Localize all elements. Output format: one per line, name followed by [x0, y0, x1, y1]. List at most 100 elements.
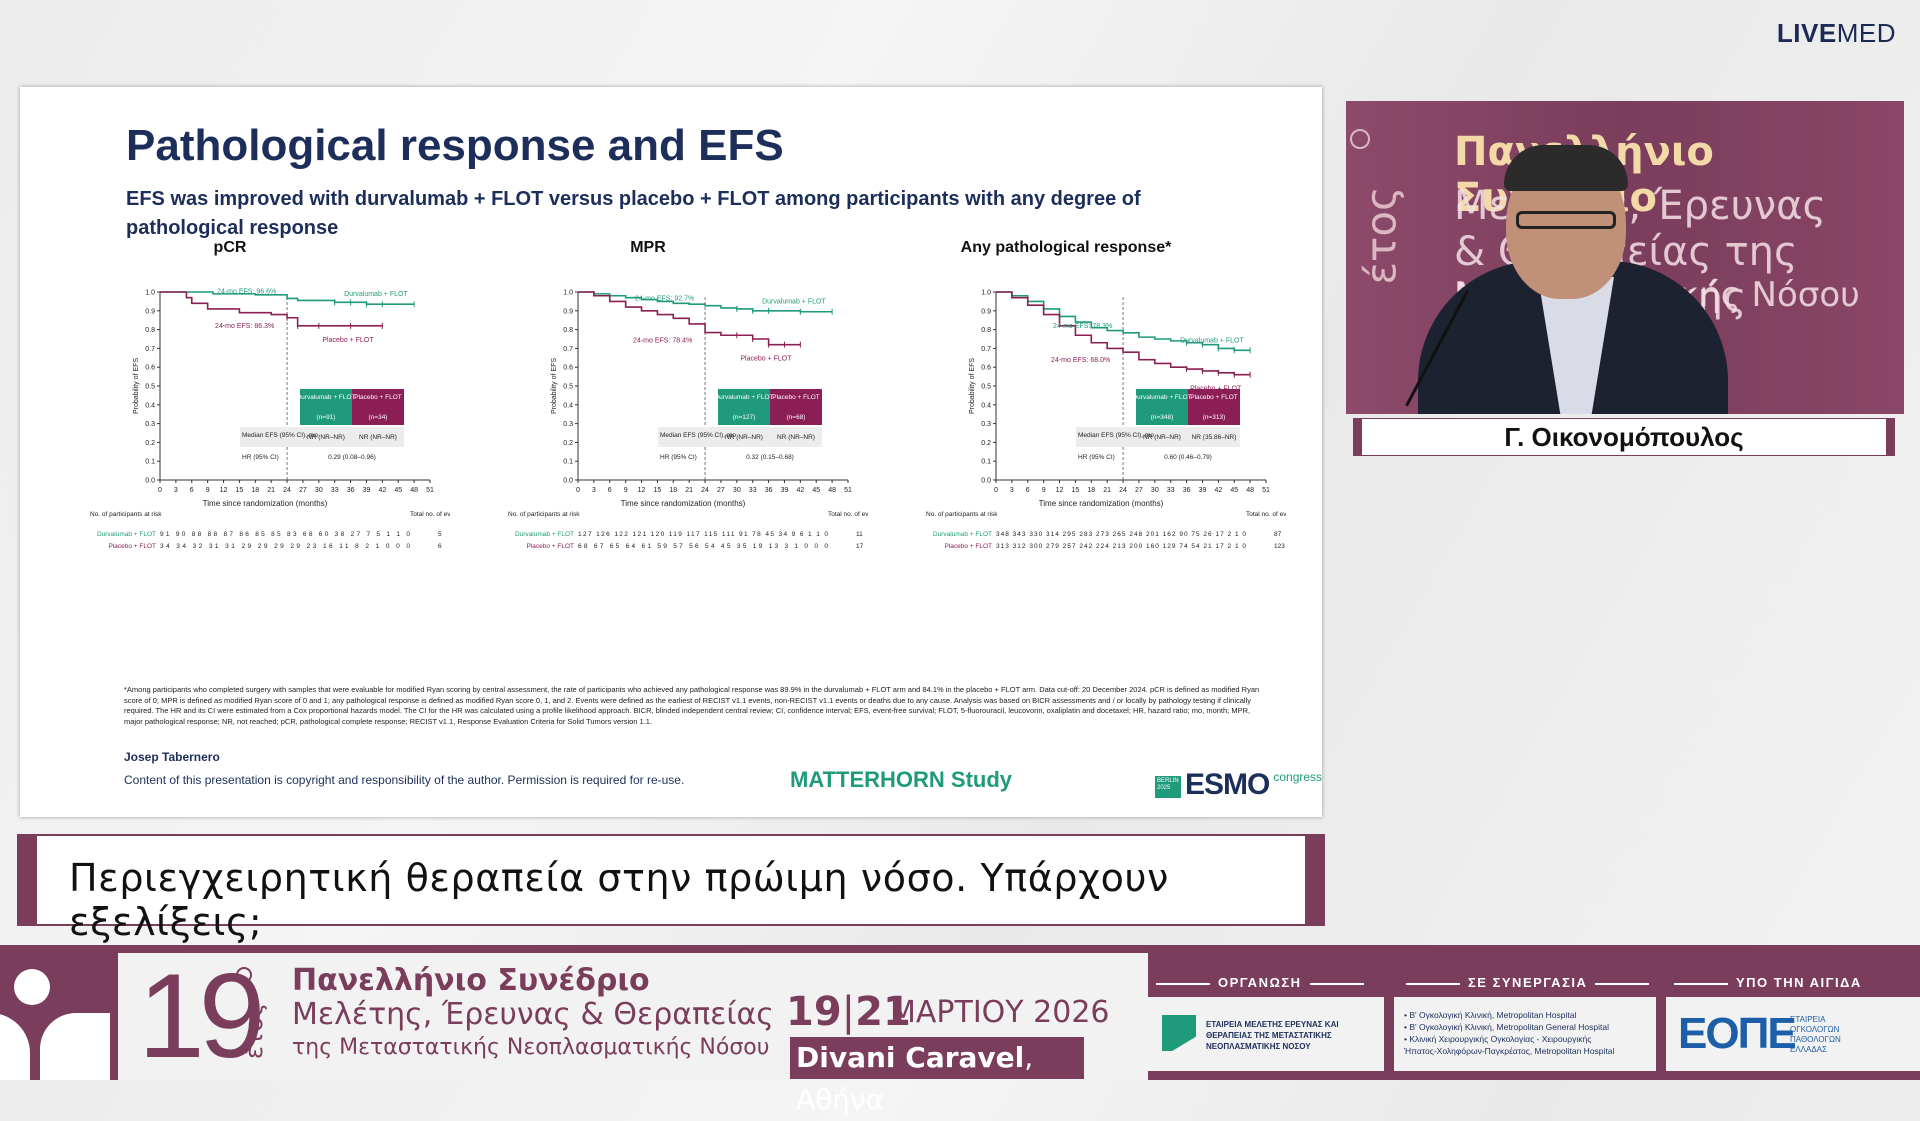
y-tick-label: 0.4	[563, 402, 573, 409]
aegis-label: ΥΠΟ ΤΗΝ ΑΙΓΙΔΑ	[1666, 975, 1920, 1005]
footer-title2: Μελέτης, Έρευνας & Θεραπείας	[292, 997, 774, 1032]
table-row-bg	[240, 427, 404, 447]
y-tick-label: 0.9	[563, 308, 573, 315]
series-label: Placebo + FLOT	[740, 356, 792, 363]
x-tick-label: 30	[315, 487, 323, 494]
table-median-label: Median EFS (95% CI), mo	[242, 432, 318, 439]
x-tick-label: 27	[1135, 487, 1143, 494]
y-tick-label: 0.3	[563, 421, 573, 428]
eope-logo: ΕΟΠΕ	[1678, 1009, 1797, 1058]
x-tick-label: 27	[717, 487, 725, 494]
events-header: Total no. of events	[410, 511, 450, 518]
series-label: Durvalumab + FLOT	[344, 291, 408, 298]
km-chart-any: 0.00.10.20.30.40.50.60.70.80.91.00 3 6 9 12 1…	[926, 290, 1286, 551]
x-tick-label: 30	[733, 487, 741, 494]
x-tick-label: 3	[592, 487, 596, 494]
y-tick-label: 1.0	[145, 290, 155, 297]
x-tick-label: 3	[174, 487, 178, 494]
table-header-n: (n=127)	[733, 414, 756, 421]
x-tick-label: 0	[576, 487, 580, 494]
y-tick-label: 0.4	[981, 402, 991, 409]
x-tick-label: 15	[1072, 487, 1080, 494]
date-to: 21	[855, 989, 911, 1035]
coop-item: • Β' Ογκολογική Κλινική, Metropolitan Ho…	[1404, 1010, 1577, 1020]
table-header-n: (n=68)	[787, 414, 806, 421]
coop-list: • Β' Ογκολογική Κλινική, Metropolitan Ho…	[1404, 1009, 1614, 1057]
events-durva: 87	[1274, 531, 1282, 538]
y-tick-label: 0.0	[145, 478, 155, 485]
y-tick-label: 0.3	[145, 421, 155, 428]
conference-footer: 19 έτος Πανελλήνιο Συνέδριο Μελέτης, Έρε…	[0, 945, 1920, 1116]
x-tick-label: 15	[236, 487, 244, 494]
table-hr-label: HR (95% CI)	[1078, 454, 1115, 461]
x-tick-label: 24	[1119, 487, 1127, 494]
footer-venue: Divani Caravel, Αθήνα	[790, 1037, 1084, 1116]
x-tick-label: 42	[378, 487, 386, 494]
esmo-logo: BERLIN 2025 ESMO congress	[1155, 770, 1322, 800]
table-median-placebo: NR (35.86–NR)	[1192, 434, 1237, 441]
slide-footnote: *Among participants who completed surger…	[124, 685, 1260, 726]
table-hr-value: 0.32 (0.15–0.68)	[746, 454, 794, 461]
coop-item: Ήπατος-Χοληφόρων-Παγκρέατος, Metropolita…	[1404, 1046, 1615, 1056]
events-placebo: 123	[1274, 543, 1285, 550]
org-label: ΟΡΓΑΝΩΣΗ	[1148, 975, 1372, 990]
km-chart-mpr: 0.00.10.20.30.40.50.60.70.80.91.00 3 6 9 12 1…	[508, 290, 868, 551]
x-tick-label: 6	[190, 487, 194, 494]
y-tick-label: 0.6	[145, 365, 155, 372]
x-tick-label: 42	[1214, 487, 1222, 494]
y-tick-label: 0.8	[981, 327, 991, 334]
ring-icon	[1350, 129, 1370, 149]
table-header-placebo	[352, 389, 404, 425]
table-header-label: Placebo + FLOT	[1190, 394, 1238, 401]
risk-header: No. of participants at risk	[926, 511, 998, 518]
footer-sponsors: ΟΡΓΑΝΩΣΗ ΣΕ ΣΥΝΕΡΓΑΣΙΑ ΥΠΟ ΤΗΝ ΑΙΓΙΔΑ ΕΤ…	[1148, 953, 1920, 1080]
table-header-durva	[300, 389, 352, 425]
y-tick-label: 0.7	[563, 346, 573, 353]
footer-title1: Πανελλήνιο Συνέδριο	[292, 963, 650, 998]
speaker-name: Γ. Οικονομόπουλος	[1354, 419, 1894, 455]
risk-values-durva: 91 90 88 88 87 86 85 85 83 68 60 38 27 7…	[160, 531, 410, 538]
table-median-label: Median EFS (95% CI), mo	[660, 432, 736, 439]
x-tick-label: 27	[299, 487, 307, 494]
table-hr-label: HR (95% CI)	[242, 454, 279, 461]
risk-label-durva: Durvalumab + FLOT	[933, 531, 992, 538]
x-tick-label: 6	[608, 487, 612, 494]
events-header: Total no. of events	[1246, 511, 1286, 518]
x-tick-label: 33	[749, 487, 757, 494]
risk-header: No. of participants at risk	[508, 511, 580, 518]
date-from: 19	[786, 989, 842, 1035]
x-tick-label: 12	[220, 487, 228, 494]
y-tick-label: 0.1	[981, 459, 991, 466]
slide-copyright: Content of this presentation is copyrigh…	[124, 773, 685, 787]
table-median-placebo: NR (NR–NR)	[777, 434, 815, 441]
table-header-label: Durvalumab + FLOT	[1132, 394, 1191, 401]
y-tick-label: 0.7	[145, 346, 155, 353]
risk-values-durva: 348 343 330 314 295 283 273 265 248 201 …	[996, 531, 1246, 538]
footer-dates: 19|21	[786, 989, 911, 1035]
risk-values-placebo: 313 312 300 279 257 242 224 213 200 160 …	[996, 543, 1246, 550]
x-tick-label: 9	[624, 487, 628, 494]
risk-label-placebo: Placebo + FLOT	[526, 543, 574, 550]
table-row-bg	[1076, 427, 1240, 447]
x-tick-label: 3	[1010, 487, 1014, 494]
series-label: Durvalumab + FLOT	[762, 299, 826, 306]
series-label: Durvalumab + FLOT	[1180, 337, 1244, 344]
org-box: ΕΤΑΙΡΕΙΑ ΜΕΛΕΤΗΣ ΕΡΕΥΝΑΣ ΚΑΙ ΘΕΡΑΠΕΙΑΣ Τ…	[1148, 997, 1384, 1071]
footer-top-bar	[0, 945, 1920, 953]
video-bg-logo: έτος	[1356, 186, 1406, 285]
conference-logo-icon	[0, 953, 118, 1080]
risk-values-placebo: 34 34 32 31 31 29 29 29 29 23 16 11 8 2 …	[160, 543, 410, 550]
y-axis-label: Probability of EFS	[551, 358, 558, 414]
y-tick-label: 0.0	[563, 478, 573, 485]
footer-title3: της Μεταστατικής Νεοπλασματικής Νόσου	[292, 1035, 770, 1060]
events-placebo: 6	[438, 543, 442, 550]
x-tick-label: 9	[1042, 487, 1046, 494]
table-hr-value: 0.60 (0.46–0.79)	[1164, 454, 1212, 461]
y-tick-label: 0.5	[145, 384, 155, 391]
table-header-label: Durvalumab + FLOT	[714, 394, 773, 401]
glasses-icon	[1516, 211, 1616, 229]
x-tick-label: 48	[410, 487, 418, 494]
y-tick-label: 0.5	[563, 384, 573, 391]
x-tick-label: 45	[812, 487, 820, 494]
y-tick-label: 0.0	[981, 478, 991, 485]
